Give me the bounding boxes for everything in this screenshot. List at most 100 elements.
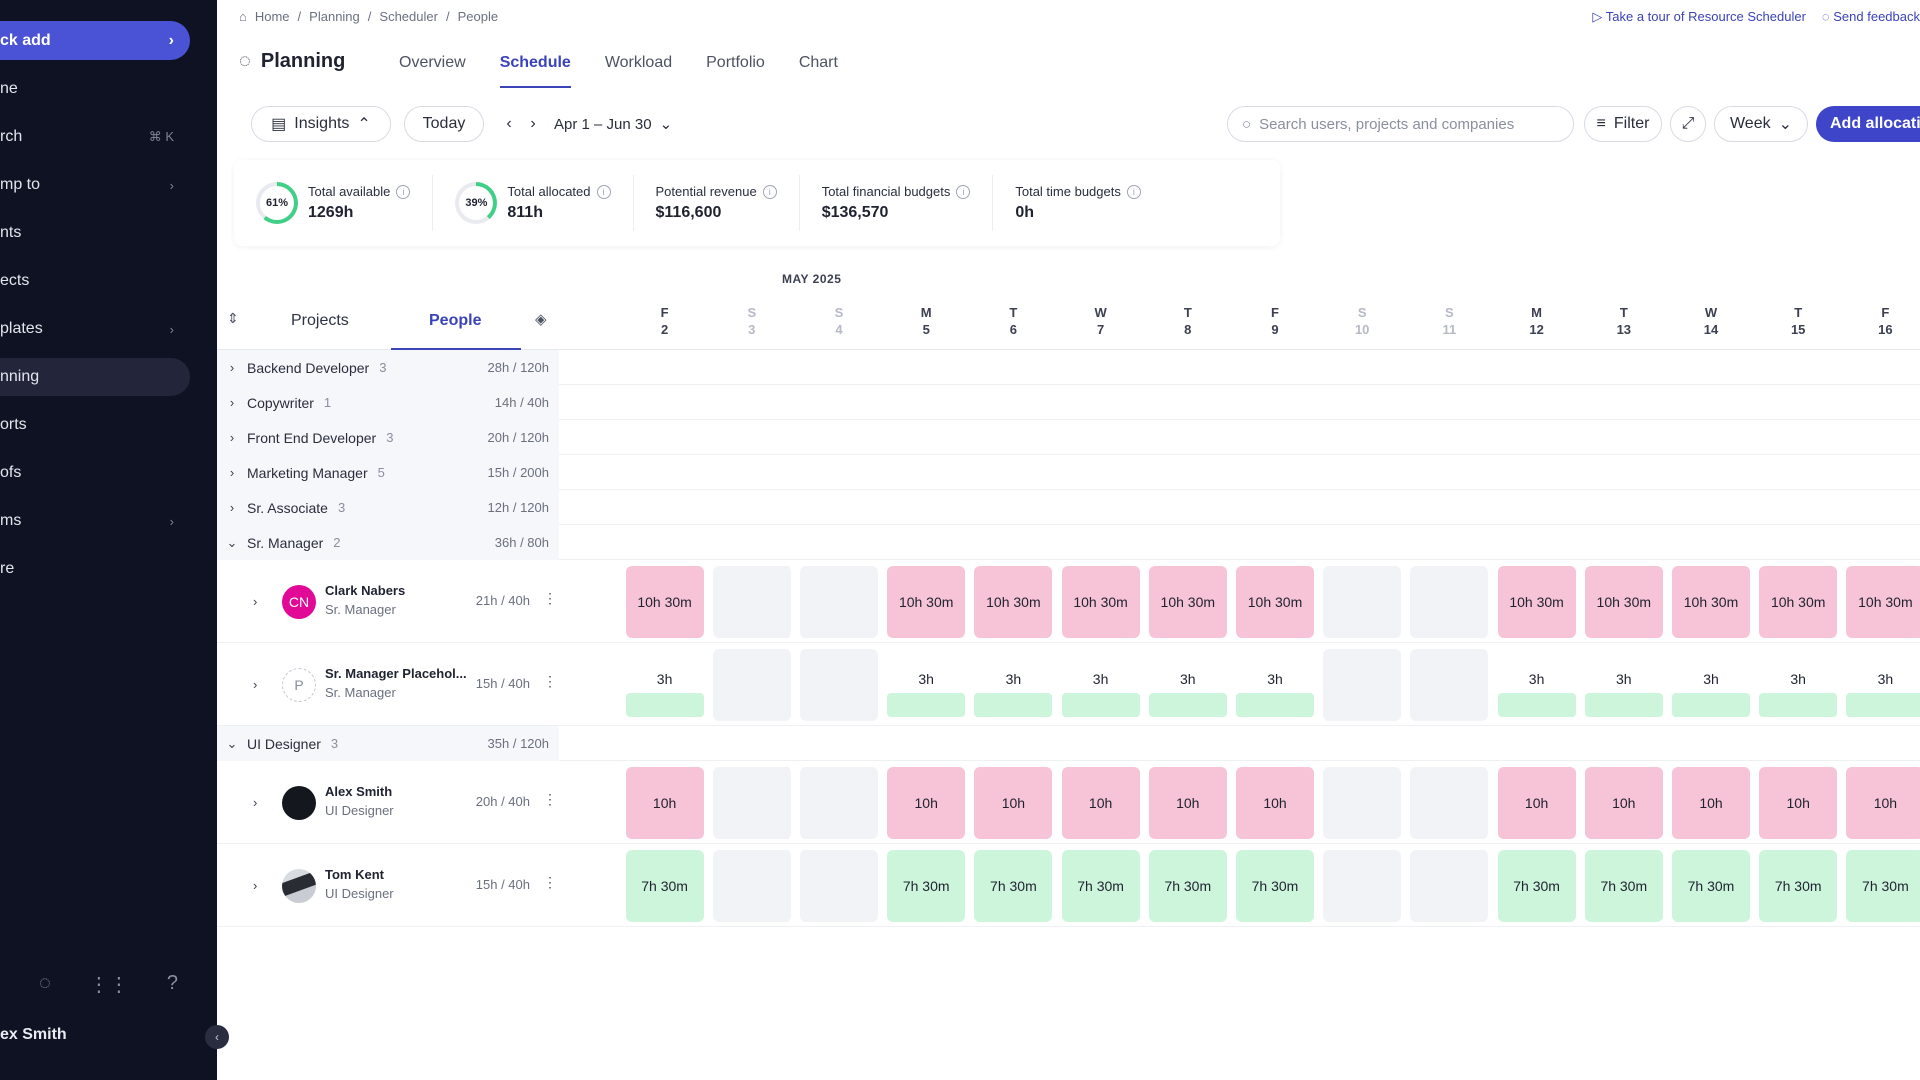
allocation-cell[interactable]: 10h 30m <box>1497 566 1576 638</box>
allocation-cell[interactable]: 7h 30m <box>1497 850 1576 922</box>
info-icon[interactable]: i <box>396 184 411 199</box>
sidebar-item[interactable]: re <box>0 550 190 588</box>
group-row[interactable]: › Marketing Manager 5 15h / 200h <box>217 455 1920 490</box>
tab-workload[interactable]: Workload <box>604 54 673 71</box>
allocation-cell[interactable]: 10h <box>1584 767 1663 839</box>
allocation-cell[interactable]: 3h <box>1584 649 1663 721</box>
breadcrumb-planning[interactable]: Planning <box>309 9 360 24</box>
next-period-button[interactable]: › <box>518 106 548 142</box>
more-icon[interactable]: ⋮ <box>543 673 557 689</box>
more-icon[interactable]: ⋮ <box>543 791 557 807</box>
allocation-cell[interactable]: 10h 30m <box>625 566 704 638</box>
expand-icon[interactable]: ⤢ <box>1670 106 1706 142</box>
tab-overview[interactable]: Overview <box>399 54 466 71</box>
allocation-cell[interactable]: 10h 30m <box>1061 566 1140 638</box>
collapse-sidebar-button[interactable]: ‹ <box>205 1025 229 1049</box>
view-select[interactable]: Week ⌄ <box>1714 106 1808 142</box>
chevron-right-icon[interactable]: › <box>229 465 235 480</box>
allocation-cell[interactable]: 7h 30m <box>625 850 704 922</box>
chevron-right-icon[interactable]: › <box>253 878 258 893</box>
sidebar-item[interactable]: mp to › <box>0 166 190 204</box>
allocation-cell[interactable]: 3h <box>1759 649 1838 721</box>
allocation-cell[interactable]: 10h <box>1759 767 1838 839</box>
tab-chart[interactable]: Chart <box>798 54 838 71</box>
sidebar-item[interactable]: ofs <box>0 454 190 492</box>
allocation-cell[interactable]: 3h <box>1236 649 1314 721</box>
info-icon[interactable]: i <box>596 184 611 199</box>
allocation-cell[interactable]: 7h 30m <box>1148 850 1227 922</box>
chevron-right-icon[interactable]: › <box>253 795 258 810</box>
allocation-cell[interactable]: 7h 30m <box>1584 850 1663 922</box>
more-icon[interactable]: ⋮ <box>543 590 557 606</box>
allocation-cell[interactable]: 10h <box>1148 767 1227 839</box>
allocation-cell[interactable]: 7h 30m <box>1759 850 1838 922</box>
search-input[interactable]: ○ Search users, projects and companies <box>1227 106 1574 142</box>
allocation-cell[interactable]: 10h <box>1061 767 1140 839</box>
allocation-cell[interactable]: 7h 30m <box>1672 850 1750 922</box>
allocation-cell[interactable]: 3h <box>1061 649 1140 721</box>
allocation-cell[interactable]: 3h <box>974 649 1053 721</box>
sidebar-item[interactable]: ms › <box>0 502 190 540</box>
allocation-cell[interactable]: 3h <box>1846 649 1920 721</box>
sidebar-item[interactable]: ne <box>0 70 190 108</box>
filter-button[interactable]: ≡ Filter <box>1584 106 1662 142</box>
sidebar-item[interactable]: plates › <box>0 310 190 348</box>
chevron-right-icon[interactable]: › <box>229 360 235 375</box>
allocation-cell[interactable]: 7h 30m <box>1236 850 1314 922</box>
sort-icon[interactable]: ⇕ <box>227 310 239 326</box>
person-name[interactable]: Alex Smith <box>325 784 393 799</box>
group-row[interactable]: ⌄ UI Designer 3 35h / 120h <box>217 726 1920 761</box>
allocation-cell[interactable]: 3h <box>1672 649 1750 721</box>
sidebar-item[interactable]: nts <box>0 214 190 252</box>
allocation-cell[interactable]: 7h 30m <box>1846 850 1920 922</box>
person-name[interactable]: Clark Nabers <box>325 583 406 598</box>
breadcrumb-home[interactable]: Home <box>254 9 290 24</box>
allocation-cell[interactable]: 3h <box>1497 649 1576 721</box>
tab-people[interactable]: People <box>429 312 482 329</box>
allocation-cell[interactable]: 3h <box>1148 649 1227 721</box>
sidebar-item[interactable]: ects <box>0 262 190 300</box>
insights-button[interactable]: ▤ Insights ⌃ <box>251 106 391 142</box>
allocation-cell[interactable]: 7h 30m <box>1061 850 1140 922</box>
sidebar-item[interactable]: nning <box>0 358 190 396</box>
feedback-link[interactable]: ◌ Send feedback <box>1821 9 1920 24</box>
allocation-cell[interactable]: 10h 30m <box>887 566 966 638</box>
chevron-down-icon[interactable]: ⌄ <box>226 735 238 751</box>
quick-add-button[interactable]: ck add › <box>0 21 190 60</box>
chat-icon[interactable]: ◌ <box>38 972 51 994</box>
sidebar-item[interactable]: rch ⌘ K <box>0 118 190 156</box>
allocation-cell[interactable]: 10h <box>1497 767 1576 839</box>
info-icon[interactable]: i <box>762 184 777 199</box>
allocation-cell[interactable]: 10h 30m <box>974 566 1053 638</box>
today-button[interactable]: Today <box>404 106 484 142</box>
chevron-right-icon[interactable]: › <box>229 430 235 445</box>
allocation-cell[interactable]: 10h 30m <box>1846 566 1920 638</box>
group-header[interactable]: › Front End Developer 3 20h / 120h <box>217 420 559 455</box>
allocation-cell[interactable]: 7h 30m <box>974 850 1053 922</box>
allocation-cell[interactable]: 3h <box>625 649 704 721</box>
add-allocation-button[interactable]: Add allocation <box>1816 106 1920 142</box>
chevron-right-icon[interactable]: › <box>229 395 235 410</box>
chevron-right-icon[interactable]: › <box>229 500 235 515</box>
group-header[interactable]: › Backend Developer 3 28h / 120h <box>217 350 559 385</box>
date-range-select[interactable]: Apr 1 – Jun 30 ⌄ <box>554 106 689 142</box>
chevron-right-icon[interactable]: › <box>253 677 258 692</box>
allocation-cell[interactable]: 10h <box>625 767 704 839</box>
info-icon[interactable]: i <box>1126 184 1141 199</box>
allocation-cell[interactable]: 7h 30m <box>887 850 966 922</box>
breadcrumb-scheduler[interactable]: Scheduler <box>379 9 438 24</box>
chevron-down-icon[interactable]: ⌄ <box>226 534 238 550</box>
group-row[interactable]: › Front End Developer 3 20h / 120h <box>217 420 1920 455</box>
allocation-cell[interactable]: 10h <box>887 767 966 839</box>
layers-icon[interactable]: ◈ <box>535 311 547 328</box>
allocation-cell[interactable]: 10h <box>974 767 1053 839</box>
allocation-cell[interactable]: 10h <box>1236 767 1314 839</box>
more-icon[interactable]: ⋮ <box>543 874 557 890</box>
tab-schedule[interactable]: Schedule <box>483 52 588 88</box>
group-header[interactable]: › Sr. Associate 3 12h / 120h <box>217 490 559 525</box>
sidebar-item[interactable]: orts <box>0 406 190 444</box>
apps-grid-icon[interactable]: ⋮⋮ <box>88 974 129 996</box>
group-row[interactable]: › Backend Developer 3 28h / 120h <box>217 350 1920 385</box>
tab-projects[interactable]: Projects <box>291 312 349 329</box>
group-row[interactable]: › Sr. Associate 3 12h / 120h <box>217 490 1920 525</box>
